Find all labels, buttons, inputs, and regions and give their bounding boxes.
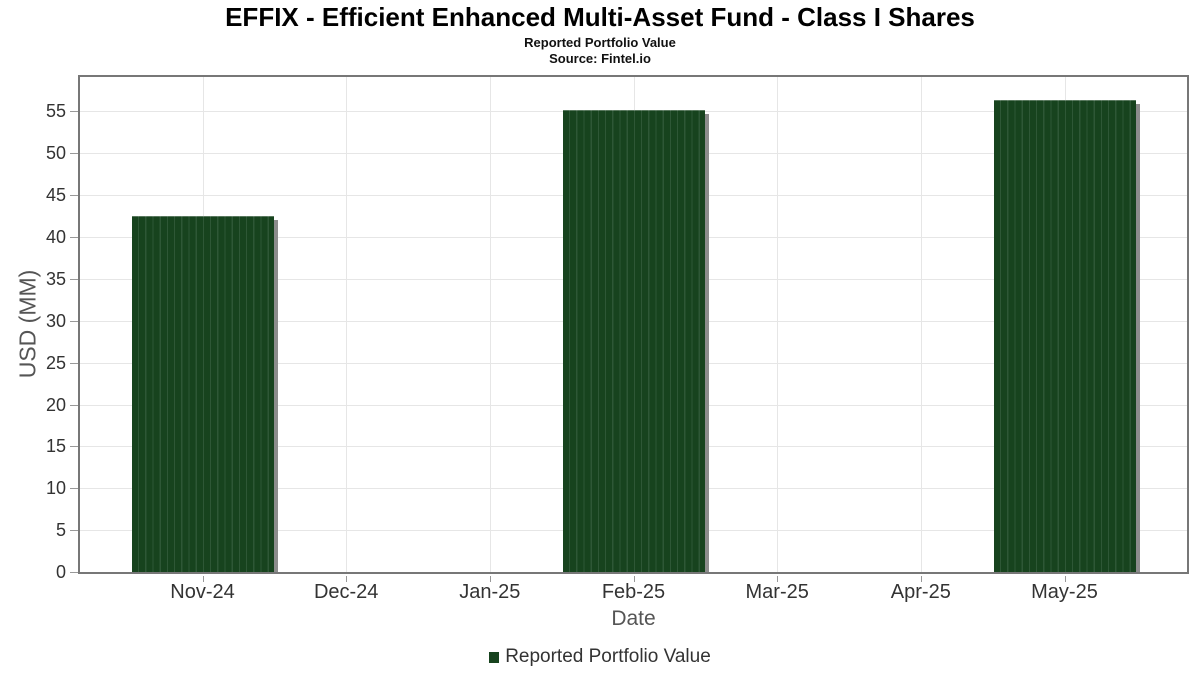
x-tick-label: May-25 xyxy=(1031,581,1098,603)
y-tick-mark xyxy=(70,446,78,448)
legend-marker-swatch xyxy=(489,651,500,663)
x-tick-mark xyxy=(1064,576,1066,582)
plot-area xyxy=(78,75,1189,574)
x-tick-label: Nov-24 xyxy=(170,581,235,603)
y-tick-mark xyxy=(70,153,78,155)
y-tick-mark xyxy=(70,488,78,490)
x-tick-mark xyxy=(346,576,348,582)
y-tick-mark xyxy=(70,320,78,322)
y-tick-label: 15 xyxy=(45,436,66,457)
y-tick-label: 10 xyxy=(45,478,66,499)
x-tick-label: Feb-25 xyxy=(601,581,666,603)
y-tick-label: 30 xyxy=(45,310,66,331)
y-tick-label: 0 xyxy=(55,562,66,582)
y-tick-mark xyxy=(70,278,78,280)
y-tick-mark xyxy=(70,530,78,532)
x-tick-label: Jan-25 xyxy=(459,581,521,603)
chart-subtitle: Reported Portfolio Value xyxy=(524,35,676,50)
x-tick-label: Dec-24 xyxy=(313,581,379,603)
gridline-vertical xyxy=(777,77,779,572)
bar-may-25 xyxy=(993,99,1136,572)
y-tick-mark xyxy=(70,362,78,364)
bar-nov-24 xyxy=(131,216,274,572)
y-tick-label: 20 xyxy=(45,394,66,415)
y-tick-label: 5 xyxy=(55,520,66,541)
y-tick-label: 50 xyxy=(45,143,66,164)
x-tick-mark xyxy=(202,576,204,582)
y-tick-label: 45 xyxy=(45,185,66,206)
x-axis-title: Date xyxy=(611,607,656,630)
y-tick-label: 55 xyxy=(45,101,66,122)
y-tick-mark xyxy=(70,195,78,197)
chart-source: Source: Fintel.io xyxy=(549,51,651,66)
gridline-vertical xyxy=(489,77,491,572)
x-tick-mark xyxy=(920,576,922,582)
gridline-vertical xyxy=(920,77,922,572)
gridline-vertical xyxy=(346,77,348,572)
y-tick-mark xyxy=(70,404,78,406)
x-tick-label: Mar-25 xyxy=(745,581,809,603)
legend: Reported Portfolio Value xyxy=(0,646,1200,668)
x-tick-mark xyxy=(633,576,635,582)
y-tick-mark xyxy=(70,572,78,573)
x-tick-label: Apr-25 xyxy=(890,581,951,603)
y-tick-label: 35 xyxy=(45,268,66,289)
legend-label: Reported Portfolio Value xyxy=(505,646,711,667)
y-tick-label: 40 xyxy=(45,227,66,247)
chart-title: EFFIX - Efficient Enhanced Multi-Asset F… xyxy=(225,2,975,32)
y-tick-label: 25 xyxy=(45,352,66,373)
x-tick-mark xyxy=(777,576,779,582)
y-tick-mark xyxy=(70,111,78,113)
bar-feb-25 xyxy=(562,109,705,572)
y-tick-mark xyxy=(70,237,78,238)
x-tick-mark xyxy=(489,576,491,582)
